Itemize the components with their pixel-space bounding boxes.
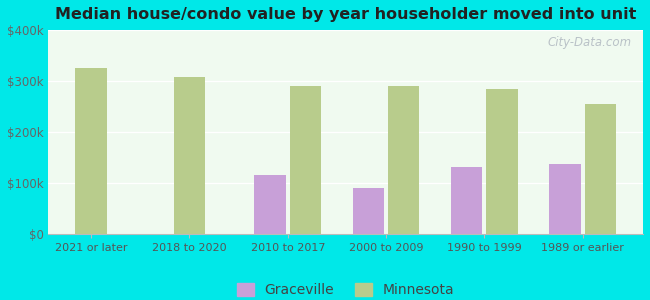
Bar	[352, 188, 384, 234]
Legend: Graceville, Minnesota: Graceville, Minnesota	[231, 278, 460, 300]
Bar	[254, 176, 286, 234]
Bar	[584, 104, 616, 234]
Title: Median house/condo value by year householder moved into unit: Median house/condo value by year househo…	[55, 7, 636, 22]
Bar	[75, 68, 107, 234]
Bar	[451, 167, 482, 234]
Bar	[388, 86, 419, 234]
Bar	[549, 164, 580, 234]
Bar	[290, 86, 321, 234]
Bar	[174, 77, 205, 234]
Bar	[486, 89, 518, 234]
Text: City-Data.com: City-Data.com	[547, 36, 631, 49]
